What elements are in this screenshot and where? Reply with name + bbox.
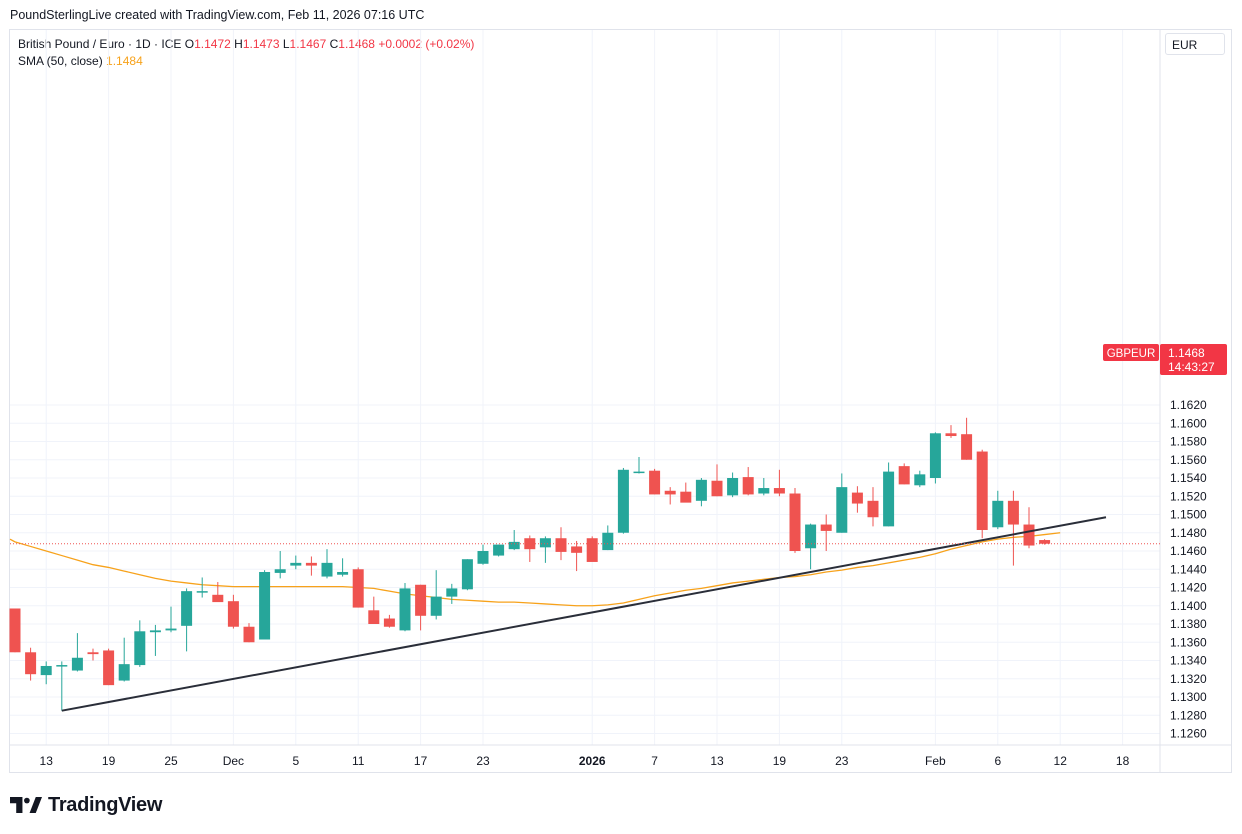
tradingview-logo-icon	[10, 797, 42, 813]
low-value: 1.1467	[289, 37, 327, 51]
open-label: O	[184, 37, 195, 51]
sma-row[interactable]: SMA (50, close) 1.1484	[18, 53, 474, 70]
chart-legend: British Pound / Euro · 1D · ICE O1.1472 …	[18, 36, 474, 70]
open-value: 1.1472	[194, 37, 231, 51]
tradingview-logo-text: TradingView	[48, 793, 163, 816]
high-value: 1.1473	[242, 37, 280, 51]
high-label: H	[234, 37, 243, 51]
ohlc-row[interactable]: British Pound / Euro · 1D · ICE O1.1472 …	[18, 36, 474, 53]
close-label: C	[329, 37, 339, 51]
chart-frame	[9, 29, 1232, 773]
symbol-label[interactable]: British Pound / Euro · 1D · ICE	[18, 37, 182, 51]
sma-value: 1.1484	[106, 54, 143, 68]
currency-button[interactable]: EUR	[1165, 33, 1225, 55]
tradingview-logo[interactable]: TradingView	[10, 793, 162, 817]
sma-label[interactable]: SMA (50, close)	[18, 54, 103, 68]
attribution-header: PoundSterlingLive created with TradingVi…	[10, 8, 425, 22]
change-value: +0.0002 (+0.02%)	[378, 37, 475, 51]
low-label: L	[282, 37, 290, 51]
close-value: 1.1468	[338, 37, 375, 51]
